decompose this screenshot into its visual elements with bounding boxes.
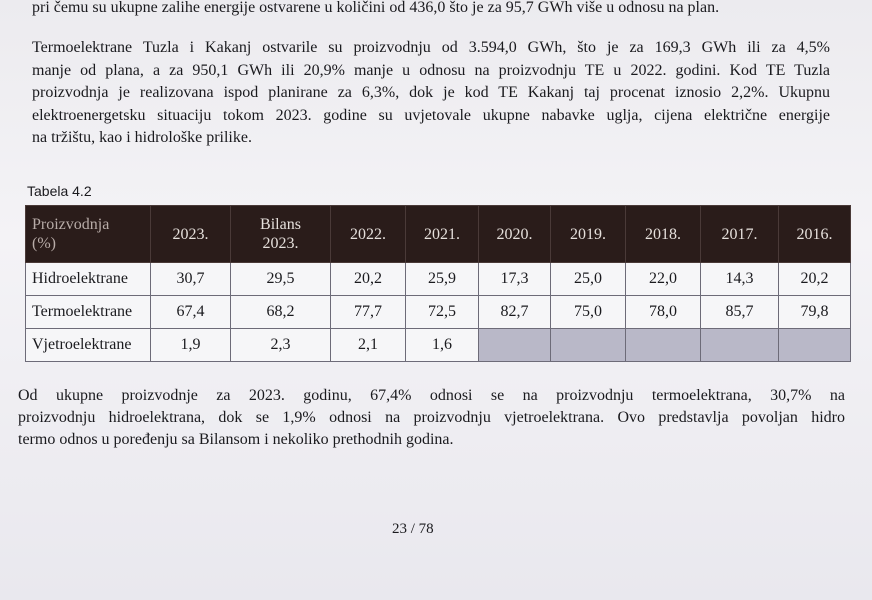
text-line: proizvodnja je realizovana ispod planira… [32,84,830,101]
header-cell: 2016. [778,205,851,263]
table-cell: 79,8 [778,295,851,329]
table-cell: Hidroelektrane [25,262,151,296]
table-cell: 1,6 [405,328,479,362]
empty-cell [550,328,626,362]
table-cell: Termoelektrane [25,295,151,329]
table-row: Termoelektrane 67,4 68,2 77,7 72,5 82,7 75,0 78… [25,295,851,329]
empty-cell [625,328,701,362]
data-table: Proizvodnja (%) 2023. Bilans 2023. 2022. 202… [25,205,851,362]
table-cell: 14,3 [700,262,779,296]
header-row: Proizvodnja (%) 2023. Bilans 2023. 2022. 202… [25,205,851,263]
empty-cell [700,328,779,362]
text-line: termo odnos u poređenju sa Bilansom i ne… [18,431,454,448]
table-cell: 20,2 [330,262,406,296]
table-cell: 2,1 [330,328,406,362]
header-cell: 2017. [700,205,779,263]
header-cell: 2020. [478,205,551,263]
empty-cell [778,328,851,362]
table-cell: 22,0 [625,262,701,296]
table-cell: 67,4 [150,295,231,329]
table-row: Vjetroelektrane 1,9 2,3 2,1 1,6 [25,328,851,362]
text-line: Od ukupne proizvodnje za 2023. godinu, 6… [18,387,845,404]
table-cell: 17,3 [478,262,551,296]
text-line: na tržištu, kao i hidrološke prilike. [32,129,252,146]
empty-cell [478,328,551,362]
table-cell: 25,9 [405,262,479,296]
header-cell: 2021. [405,205,479,263]
header-cell: Bilans 2023. [230,205,331,263]
table-cell: 68,2 [230,295,331,329]
header-cell: 2022. [330,205,406,263]
table-cell: 72,5 [405,295,479,329]
table-cell: Vjetroelektrane [25,328,151,362]
table-cell: 78,0 [625,295,701,329]
table-cell: 20,2 [778,262,851,296]
table-cell: 25,0 [550,262,626,296]
table-cell: 30,7 [150,262,231,296]
table-cell: 82,7 [478,295,551,329]
text-line: Termoelektrane Tuzla i Kakanj ostvarile … [32,39,830,56]
table-row: Hidroelektrane 30,7 29,5 20,2 25,9 17,3 25,0 22… [25,262,851,296]
header-cell: 2019. [550,205,626,263]
header-cell: Proizvodnja (%) [25,205,151,263]
header-cell: 2023. [150,205,231,263]
table-caption: Tabela 4.2 [27,183,92,199]
page-number: 23 / 78 [392,521,434,537]
table-cell: 77,7 [330,295,406,329]
table-cell: 1,9 [150,328,231,362]
table-cell: 85,7 [700,295,779,329]
table-cell: 29,5 [230,262,331,296]
header-cell: 2018. [625,205,701,263]
text-line: manje od plana, a za 950,1 GWh ili 20,9%… [32,61,830,79]
table-cell: 75,0 [550,295,626,329]
top-line: pri čemu su ukupne zalihe energije ostva… [32,0,720,16]
text-line: elektroenergetsku situaciju tokom 2023. … [32,106,830,124]
table-cell: 2,3 [230,328,331,362]
text-line: proizvodnju hidroelektrana, dok se 1,9% … [18,409,845,426]
